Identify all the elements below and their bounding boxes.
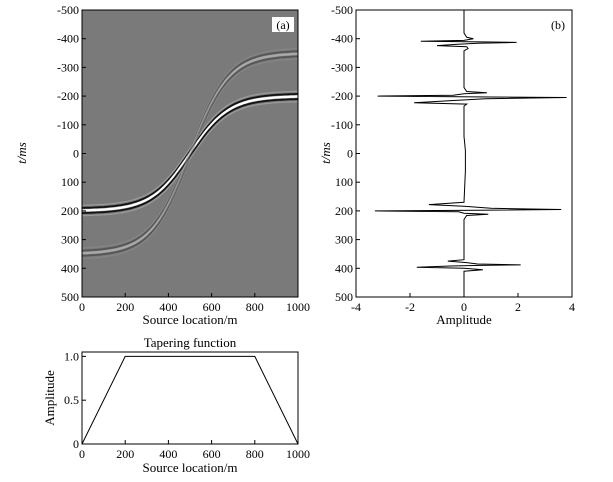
panel-a-event-2-wavelet — [82, 50, 298, 252]
panel-a-x-tick-label: 1000 — [286, 300, 310, 314]
panel-c-x-tick-label: 800 — [246, 447, 264, 461]
panel-c-y-ticks: 0 0.5 1.0 — [64, 349, 86, 451]
panel-a-y-axis-label: t/ms — [14, 142, 29, 164]
panel-b-x-tick-label: 2 — [515, 300, 521, 314]
panel-b: -4 -2 0 2 4 -500 -400 -300 -200 -100 0 100 200 300 40… — [318, 3, 575, 327]
panel-a-y-tick-label: 100 — [61, 175, 79, 189]
panel-b-y-tick-label: -200 — [331, 89, 353, 103]
panel-a-event-1-wavelet — [82, 98, 298, 214]
panel-b-y-tick-label: -500 — [331, 3, 353, 17]
panel-b-x-ticks: -4 -2 0 2 4 — [351, 293, 575, 314]
panel-a-event-2-wavelet — [82, 58, 298, 259]
panel-a-event-1-wavelet — [82, 101, 298, 217]
panel-b-y-ticks: -500 -400 -300 -200 -100 0 100 200 300 400 500 — [331, 3, 360, 304]
panel-c-x-axis-label: Source location/m — [143, 460, 238, 475]
panel-a-event-2-wavelet — [82, 48, 298, 249]
panel-b-y-tick-label: 100 — [335, 175, 353, 189]
panel-a-x-tick-label: 600 — [203, 300, 221, 314]
panel-a-event-1-wavelet — [82, 90, 298, 206]
panel-c-x-tick-label: 400 — [159, 447, 177, 461]
panel-c-x-tick-label: 1000 — [286, 447, 310, 461]
panel-c-x-tick-label: 600 — [203, 447, 221, 461]
panel-c-x-tick-label: 200 — [116, 447, 134, 461]
panel-b-y-tick-label: 500 — [335, 290, 353, 304]
panel-c-frame — [81, 351, 299, 445]
panel-b-x-axis-label: Amplitude — [436, 312, 492, 327]
panel-b-x-tick-label: -4 — [351, 300, 361, 314]
panel-a-x-axis-label: Source location/m — [143, 312, 238, 327]
panel-a-y-tick-label: -400 — [57, 32, 79, 46]
panel-b-label: (b) — [551, 18, 565, 32]
panel-c-taper-line — [81, 355, 299, 445]
panel-a-events — [82, 48, 298, 259]
panel-a-y-tick-label: -200 — [57, 89, 79, 103]
panel-a: 0 200 400 600 800 1000 -500 -400 -300 -200 -100 0 1… — [14, 3, 310, 327]
panel-b-x-tick-label: -2 — [405, 300, 415, 314]
panel-a-x-tick-label: 400 — [159, 300, 177, 314]
panel-b-x-tick-label: 4 — [569, 300, 575, 314]
panel-a-y-ticks: -500 -400 -300 -200 -100 0 100 200 300 400 500 — [57, 3, 86, 304]
panel-b-y-tick-label: 0 — [347, 147, 353, 161]
panel-b-y-tick-label: -400 — [331, 32, 353, 46]
panel-b-y-tick-label: 200 — [335, 204, 353, 218]
panel-b-y-tick-label: -300 — [331, 60, 353, 74]
panel-a-x-tick-label: 200 — [116, 300, 134, 314]
panel-b-y-axis-label: t/ms — [318, 142, 333, 164]
panel-c-y-axis-label: Amplitude — [42, 370, 57, 426]
panel-c-x-ticks: 0 200 400 600 800 1000 — [79, 440, 310, 461]
panel-c-x-tick-label: 0 — [79, 447, 85, 461]
panel-c-title: Tapering function — [144, 335, 237, 350]
panel-a-y-tick-label: 300 — [61, 233, 79, 247]
panel-a-y-tick-label: 500 — [61, 290, 79, 304]
panel-a-y-tick-label: -300 — [57, 60, 79, 74]
panel-a-label: (a) — [276, 18, 289, 32]
panel-a-x-tick-label: 0 — [79, 300, 85, 314]
panel-b-y-tick-label: 300 — [335, 233, 353, 247]
panel-a-event-1-wavelet — [82, 95, 298, 212]
panel-a-y-tick-label: 200 — [61, 204, 79, 218]
panel-a-event-2-wavelet — [82, 52, 298, 255]
panel-a-label-box — [272, 17, 294, 32]
panel-c: Tapering function 0 200 400 600 800 1000 0 0.5… — [42, 335, 310, 475]
panel-a-x-ticks: 0 200 400 600 800 1000 — [79, 293, 310, 314]
panel-b-y-tick-label: -100 — [331, 118, 353, 132]
panel-c-y-tick-label: 1.0 — [64, 349, 79, 363]
panel-a-y-tick-label: -100 — [57, 118, 79, 132]
panel-a-y-tick-label: 400 — [61, 261, 79, 275]
panel-b-x-tick-label: 0 — [461, 300, 467, 314]
panel-a-x-tick-label: 800 — [246, 300, 264, 314]
panel-c-y-tick-label: 0.5 — [64, 393, 79, 407]
panel-a-y-tick-label: 0 — [73, 147, 79, 161]
panel-b-y-tick-label: 400 — [335, 261, 353, 275]
panel-a-y-tick-label: -500 — [57, 3, 79, 17]
panel-a-event-2-wavelet — [82, 55, 298, 257]
panel-b-trace — [374, 10, 567, 297]
panel-c-y-tick-label: 0 — [73, 437, 79, 451]
panel-a-event-1-wavelet — [82, 93, 298, 209]
